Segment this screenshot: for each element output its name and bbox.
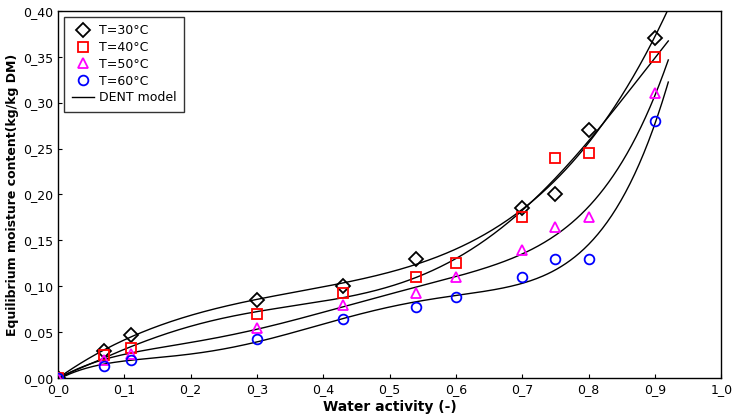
T=60°C [584,256,593,261]
T=60°C [412,304,421,309]
T=40°C [252,312,261,317]
T=30°C [518,206,527,211]
T=60°C [126,357,135,362]
T=50°C [584,215,593,220]
T=50°C [126,351,135,356]
Line: DENT model: DENT model [58,9,669,378]
T=40°C [651,54,660,59]
T=30°C [412,256,421,261]
Legend: T=30°C, T=40°C, T=50°C, T=60°C, DENT model: T=30°C, T=40°C, T=50°C, T=60°C, DENT mod… [64,17,184,112]
DENT model [252,297,261,302]
DENT model [53,376,62,381]
T=60°C [53,376,62,381]
T=30°C [53,376,62,381]
T=50°C [452,275,461,280]
T=30°C [100,348,108,353]
T=50°C [412,290,421,295]
Line: T=30°C: T=30°C [53,33,660,383]
T=50°C [651,91,660,96]
T=60°C [651,118,660,123]
T=50°C [252,326,261,331]
T=40°C [452,261,461,266]
T=60°C [452,295,461,300]
T=40°C [584,151,593,156]
Line: T=50°C: T=50°C [53,89,660,383]
Line: T=40°C: T=40°C [53,52,660,383]
T=50°C [551,224,560,229]
T=50°C [100,357,108,362]
DENT model [295,289,304,294]
X-axis label: Water activity (-): Water activity (-) [323,400,457,415]
DENT model [127,334,136,339]
T=30°C [651,36,660,41]
T=30°C [584,128,593,133]
T=60°C [551,256,560,261]
T=40°C [126,346,135,351]
T=60°C [518,275,527,280]
Y-axis label: Equilibrium moisture content(kg/kg DM): Equilibrium moisture content(kg/kg DM) [6,53,18,336]
T=40°C [100,353,108,358]
T=40°C [53,376,62,381]
DENT model [497,222,506,227]
DENT model [664,6,673,11]
T=30°C [126,333,135,338]
T=60°C [252,336,261,341]
T=40°C [518,215,527,220]
T=30°C [551,192,560,197]
T=40°C [339,290,348,295]
T=40°C [551,155,560,160]
T=30°C [339,283,348,288]
DENT model [494,223,503,228]
T=50°C [53,376,62,381]
T=60°C [339,316,348,321]
T=50°C [518,247,527,252]
T=60°C [100,364,108,369]
T=40°C [412,275,421,280]
DENT model [438,252,446,257]
Line: T=60°C: T=60°C [53,116,660,383]
T=50°C [339,302,348,307]
T=30°C [252,298,261,303]
